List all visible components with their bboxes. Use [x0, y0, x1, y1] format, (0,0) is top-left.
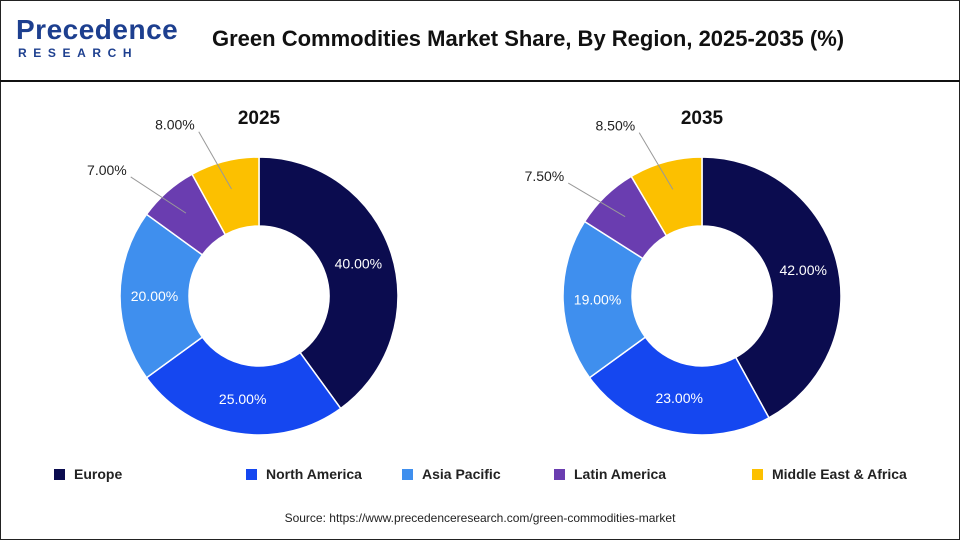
data-label-asia-pacific: 19.00% [574, 291, 621, 307]
legend-swatch [54, 468, 65, 480]
data-label-latin-america: 7.00% [87, 162, 127, 178]
data-label-asia-pacific: 20.00% [131, 288, 178, 304]
legend-item-europe: Europe [54, 466, 122, 482]
legend-swatch [246, 468, 257, 480]
data-label-north-america: 25.00% [219, 391, 266, 407]
slice-middle-east-and-africa [191, 156, 260, 236]
donut-title: 2035 [681, 108, 724, 129]
legend-item-middle-east-africa: Middle East & Africa [752, 466, 907, 482]
slice-asia-pacific [119, 213, 204, 379]
donut-charts: 2025 40.00% 25.00% 20.00% 7.00% 8.00% 2035 42.0… [87, 108, 842, 436]
donut-chart-2035: 2035 42.00% 23.00% 19.00% 7.50% 8.50% [525, 108, 842, 436]
data-label-middle-east-and-africa: 8.50% [595, 118, 635, 134]
slice-europe [258, 156, 399, 410]
slice-north-america [145, 336, 342, 436]
slice-middle-east-and-africa [630, 156, 703, 237]
data-label-latin-america: 7.50% [525, 168, 565, 184]
slice-north-america [588, 336, 770, 436]
donut-chart-2025: 2025 40.00% 25.00% 20.00% 7.00% 8.00% [87, 108, 399, 436]
legend-label: Latin America [574, 466, 667, 482]
logo-wordmark: Precedence [16, 14, 179, 45]
leader-line-latin-america [130, 176, 187, 214]
leader-line-middle-east-and-africa [198, 131, 232, 190]
legend-label: North America [266, 466, 362, 482]
legend-label: Europe [74, 466, 123, 482]
donut-title: 2025 [238, 108, 281, 129]
legend-item-asia-pacific: Asia Pacific [402, 466, 501, 482]
slice-europe [701, 156, 842, 419]
legend-swatch [752, 468, 763, 480]
legend-item-north-america: North America [246, 466, 362, 482]
legend: Europe North America Asia Pacific Latin … [0, 466, 960, 484]
legend-swatch [554, 468, 565, 480]
slice-asia-pacific [562, 220, 647, 379]
legend-swatch [402, 468, 413, 480]
logo-subtitle: RESEARCH [18, 46, 139, 60]
leader-line-latin-america [568, 182, 626, 218]
legend-item-latin-america: Latin America [554, 466, 666, 482]
data-label-europe: 40.00% [335, 256, 382, 272]
data-label-middle-east-and-africa: 8.00% [155, 117, 195, 133]
chart-title: Green Commodities Market Share, By Regio… [212, 26, 845, 51]
brand-logo: Precedence RESEARCH [16, 14, 178, 64]
header: Precedence RESEARCH Green Commodities Ma… [0, 0, 960, 80]
leader-line-middle-east-and-africa [638, 132, 674, 190]
header-divider [0, 80, 960, 82]
source-note: Source: https://www.precedenceresearch.c… [284, 511, 676, 525]
legend-label: Middle East & Africa [772, 466, 907, 482]
data-label-europe: 42.00% [779, 262, 826, 278]
legend-label: Asia Pacific [422, 466, 501, 482]
data-label-north-america: 23.00% [655, 390, 702, 406]
